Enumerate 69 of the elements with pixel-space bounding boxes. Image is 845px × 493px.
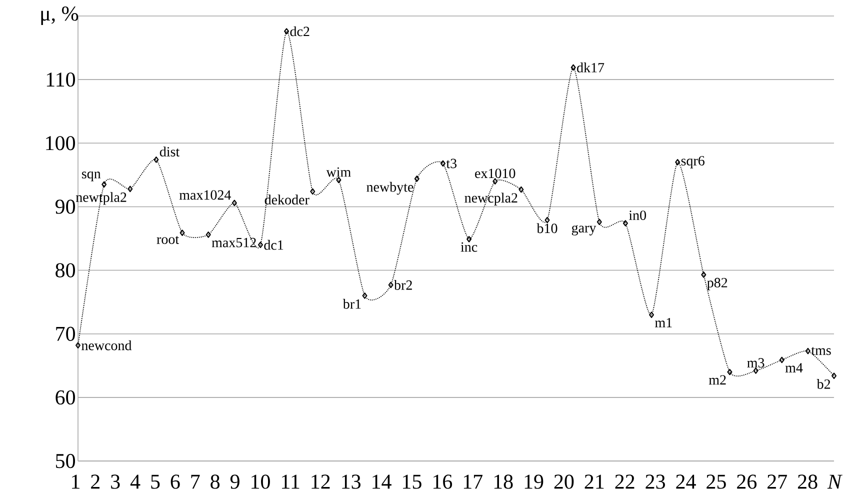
annotation: max1024 xyxy=(179,190,232,200)
point xyxy=(154,156,159,163)
point xyxy=(258,242,263,248)
point xyxy=(414,176,420,182)
point xyxy=(596,218,602,226)
point xyxy=(518,186,524,193)
point xyxy=(180,230,185,236)
annotation: m3 xyxy=(747,358,764,368)
y-tick-label: 90 xyxy=(55,200,76,214)
annotation: in0 xyxy=(628,210,646,220)
y-axis-title: μ, % xyxy=(41,6,78,25)
point xyxy=(675,159,680,166)
annotation: inc xyxy=(460,242,478,252)
y-tick-label: 70 xyxy=(56,326,76,341)
point xyxy=(102,181,107,188)
annotation: wim xyxy=(326,167,351,177)
point xyxy=(388,282,394,288)
annotation: newcond xyxy=(82,340,132,350)
annotation: newbyte xyxy=(366,182,414,195)
point xyxy=(701,272,706,278)
annotation: b2 xyxy=(816,379,830,389)
annotation: root xyxy=(156,236,179,244)
annotation: sqr6 xyxy=(681,156,704,168)
point xyxy=(466,236,472,242)
annotation: newcpla2 xyxy=(464,192,518,206)
annotation: tms xyxy=(811,347,831,356)
annotation: dekoder xyxy=(264,194,310,205)
point xyxy=(727,368,732,376)
point xyxy=(76,342,81,348)
point xyxy=(128,186,133,192)
point xyxy=(779,356,784,364)
annotation: ex1010 xyxy=(475,168,516,178)
annotation: gary xyxy=(572,225,596,236)
y-tick-label: 80 xyxy=(56,263,76,278)
annotation: m1 xyxy=(655,318,672,328)
annotation: br1 xyxy=(342,298,361,309)
point xyxy=(336,176,342,184)
annotation: dk17 xyxy=(577,62,604,72)
annotation: br2 xyxy=(394,280,412,290)
point xyxy=(544,216,550,224)
point xyxy=(362,292,368,299)
annotation: sqn xyxy=(82,172,101,182)
point xyxy=(492,178,498,184)
annotation: dist xyxy=(160,146,180,156)
point xyxy=(570,64,576,71)
annotation: dc2 xyxy=(290,26,310,36)
point xyxy=(206,232,211,238)
point xyxy=(753,368,758,374)
point xyxy=(649,312,654,318)
annotation: m4 xyxy=(785,363,803,372)
annotation: t3 xyxy=(446,158,457,168)
annotation: m2 xyxy=(708,375,726,384)
y-tick-label: 110 xyxy=(46,72,76,87)
point xyxy=(310,188,316,195)
annotation: max512 xyxy=(212,238,256,248)
point xyxy=(284,28,290,34)
annotation: newtpla2 xyxy=(76,192,126,205)
y-tick-label: 60 xyxy=(56,390,76,405)
x-axis-title: 1 2 3 4 5 6 7 8 9 10 11 12 13 14 15 16 17 18 19 20 21 22 23 24 25 26 27 28 N xyxy=(72,474,842,489)
y-tick-label: 50 xyxy=(56,454,76,468)
point xyxy=(832,372,837,379)
y-tick-label: 100 xyxy=(46,136,76,150)
point xyxy=(232,200,237,206)
annotation: b10 xyxy=(536,223,558,234)
point xyxy=(805,348,810,354)
point xyxy=(622,220,628,226)
annotation: dc1 xyxy=(264,240,284,250)
point xyxy=(440,160,446,167)
annotation: p82 xyxy=(707,278,728,290)
